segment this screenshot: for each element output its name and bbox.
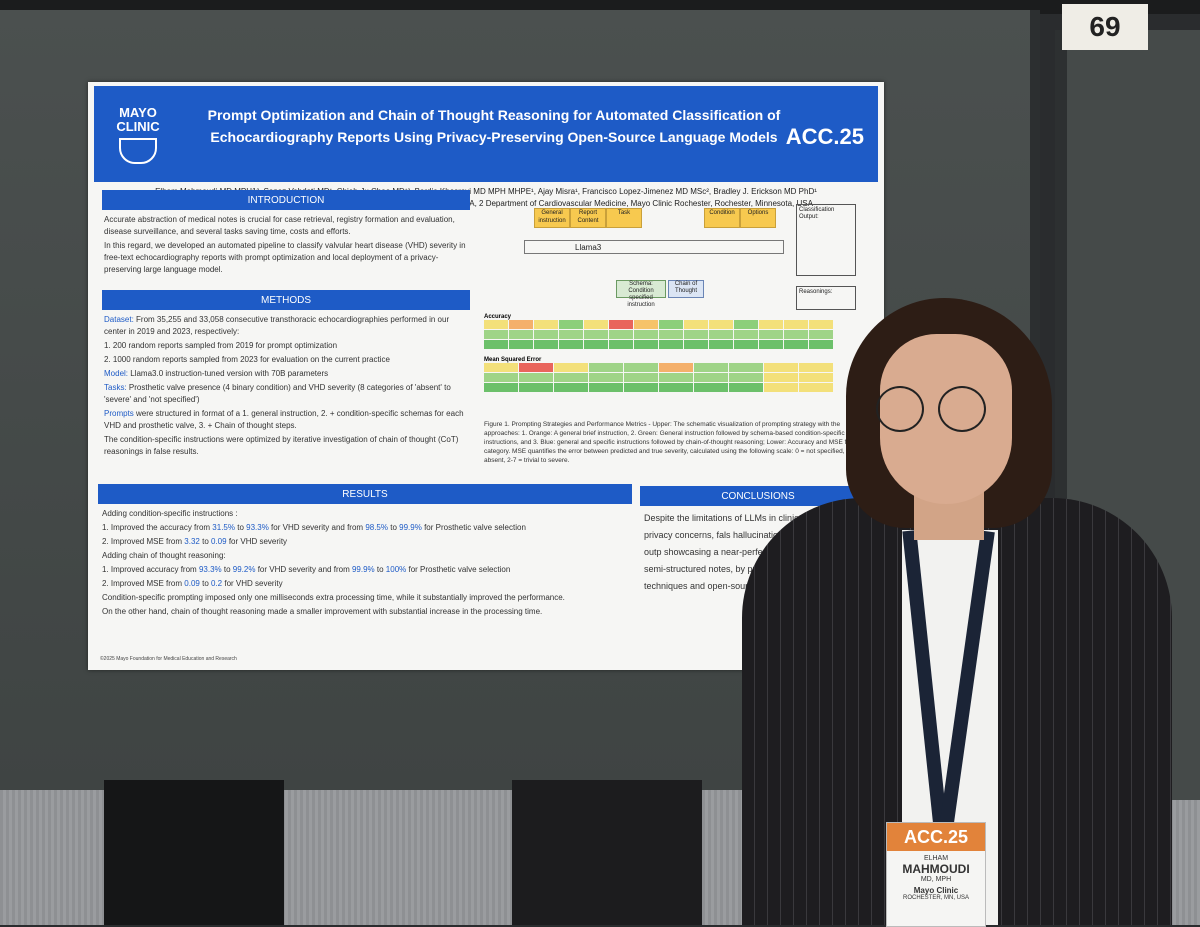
introduction-text: Accurate abstraction of medical notes is… (104, 215, 466, 274)
task-box: Task (606, 208, 642, 228)
conclusions-text: Despite the limitations of LLMs in clini… (644, 513, 872, 591)
badge-conference: ACC.25 (887, 823, 985, 851)
glasses-left-icon (876, 386, 924, 432)
performance-heatmap: Accuracy Mean Squared Error (484, 314, 834, 393)
poster-footer: ©2025 Mayo Foundation for Medical Educat… (100, 656, 237, 662)
mayo-clinic-logo: MAYO CLINIC (108, 106, 168, 164)
mse-row-cot (484, 383, 834, 392)
methods-heading: METHODS (102, 290, 470, 310)
accuracy-row-general (484, 320, 834, 329)
llama3-pipeline-arrow: Llama3 (524, 240, 784, 254)
mse-row-condition (484, 373, 834, 382)
conference-logo: ACC.25 (785, 124, 864, 149)
classification-output-box: Classification Output: (796, 204, 856, 276)
chain-of-thought-box: Chain of Thought (668, 280, 704, 298)
reasonings-box: Reasonings: (796, 286, 856, 310)
options-box: Options (740, 208, 776, 228)
poster-title: Prompt Optimization and Chain of Thought… (207, 107, 781, 145)
general-instruction-box: General instruction (534, 208, 570, 228)
poster-banner: MAYO CLINIC Prompt Optimization and Chai… (94, 86, 878, 182)
visitor-legs (104, 780, 284, 925)
methods-text: Dataset: From 35,255 and 33,058 consecut… (104, 315, 464, 456)
introduction-heading: INTRODUCTION (102, 190, 470, 210)
prompting-strategy-figure: General instruction Report Content Task … (484, 200, 880, 420)
name-badge: ACC.25 ELHAM MAHMOUDI MD, MPH Mayo Clini… (886, 822, 986, 927)
glasses-right-icon (938, 386, 986, 432)
schema-box: Schema: Condition specified instruction (616, 280, 666, 308)
conclusions-heading: CONCLUSIONS (640, 486, 876, 506)
visitor-jacket (512, 780, 702, 925)
shield-icon (119, 138, 157, 164)
booth-number-sign: 69 (1062, 4, 1148, 50)
author-list: Elham Mahmoudi MD MPH1², Sanaz Vahdati M… (155, 187, 817, 208)
accuracy-row-condition (484, 330, 834, 339)
accuracy-row-cot (484, 340, 834, 349)
condition-box: Condition (704, 208, 740, 228)
mse-row-general (484, 363, 834, 372)
results-heading: RESULTS (98, 484, 632, 504)
report-content-box: Report Content (570, 208, 606, 228)
figure-caption: Figure 1. Prompting Strategies and Perfo… (484, 421, 869, 464)
results-text: Adding condition-specific instructions :… (102, 509, 565, 616)
